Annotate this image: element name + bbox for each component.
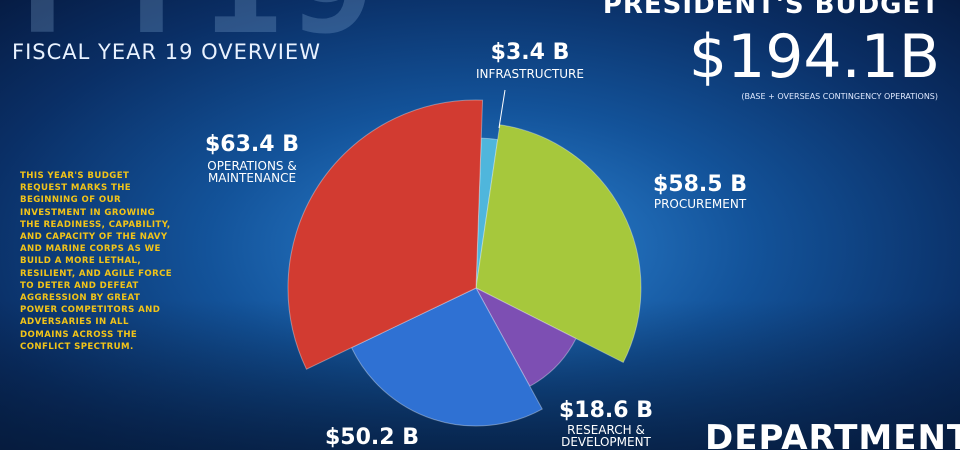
category-label: PROCUREMENT [653, 197, 747, 211]
value-label: $50.2 B [324, 425, 420, 450]
watermark: FY19 [20, 0, 380, 61]
category-label: INFRASTRUCTURE [476, 67, 584, 81]
pie-slice [287, 99, 484, 370]
pie-slice [475, 137, 499, 289]
pie-slice [474, 286, 577, 387]
footer: DEPARTMENT [705, 418, 960, 450]
paragraph-line: THIS YEAR'S BUDGET [20, 171, 130, 181]
budget-note: (BASE + OVERSEAS CONTINGENCY OPERATIONS) [741, 92, 938, 101]
paragraph: THIS YEAR'S BUDGET REQUEST MARKS THE BEGIN… [20, 170, 172, 353]
paragraph-line: BUILD A MORE LETHAL, [20, 256, 142, 267]
paragraph-line: THE READINESS, CAPABILITY, [20, 219, 171, 230]
paragraph-line: ADVERSARIES IN ALL [20, 317, 129, 328]
paragraph-line: DOMAINS ACROSS THE [20, 329, 138, 340]
pie-slice [475, 124, 642, 364]
paragraph-line: CONFLICT SPECTRUM. [20, 341, 134, 352]
value-label: $3.4 B [490, 40, 570, 65]
paragraph-line: TO DETER AND DEFEAT [20, 280, 139, 291]
budget-total: $194.1B [688, 22, 940, 92]
paragraph-line: AND CAPACITY OF THE NAVY [20, 232, 168, 243]
paragraph-line: POWER COMPETITORS AND [20, 305, 161, 316]
paragraph-line: INVESTMENT IN GROWING [20, 207, 156, 218]
paragraph-line: AND MARINE CORPS AS WE [20, 244, 161, 255]
value-label: $18.6 B [558, 398, 654, 423]
leader-line [498, 89, 506, 129]
paragraph-line: RESILIENT, AND AGILE FORCE [20, 268, 173, 279]
paragraph-line: REQUEST MARKS THE [20, 183, 132, 194]
paragraph-line: AGGRESSION BY GREAT [20, 293, 141, 304]
paragraph-line: BEGINNING OF OUR [20, 195, 121, 206]
value-label: $58.5 B [652, 172, 748, 197]
overview-title: FISCAL YEAR 19 OVERVIEW [12, 40, 321, 64]
category-label: OPERATIONS & MAINTENANCE [207, 159, 297, 185]
category-label: RESEARCH & DEVELOPMENT [561, 423, 651, 449]
pie-slice [350, 287, 543, 427]
budget-title: PRESIDENT'S BUDGET [602, 0, 940, 20]
value-label: $63.4 B [204, 132, 300, 157]
